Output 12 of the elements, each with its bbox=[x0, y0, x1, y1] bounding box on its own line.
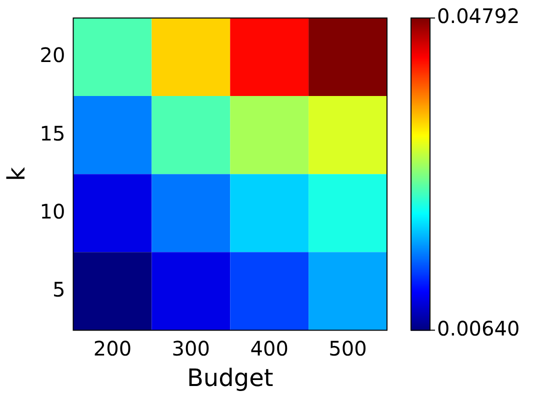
x-tick-label: 200 bbox=[93, 336, 132, 360]
y-axis-title: k bbox=[2, 167, 31, 182]
y-tick-label: 20 bbox=[40, 43, 66, 68]
x-tick-label: 400 bbox=[250, 336, 288, 360]
y-tick-label: 15 bbox=[40, 121, 66, 146]
x-axis-title: Budget bbox=[186, 364, 274, 392]
color-bar-label: 0.00640 bbox=[437, 316, 520, 340]
color-bar-label: 0.04792 bbox=[437, 4, 520, 28]
x-tick-label: 500 bbox=[328, 336, 367, 360]
x-tick-label: 300 bbox=[172, 336, 210, 360]
y-tick-label: 5 bbox=[52, 277, 66, 302]
y-tick-label: 10 bbox=[40, 199, 66, 224]
